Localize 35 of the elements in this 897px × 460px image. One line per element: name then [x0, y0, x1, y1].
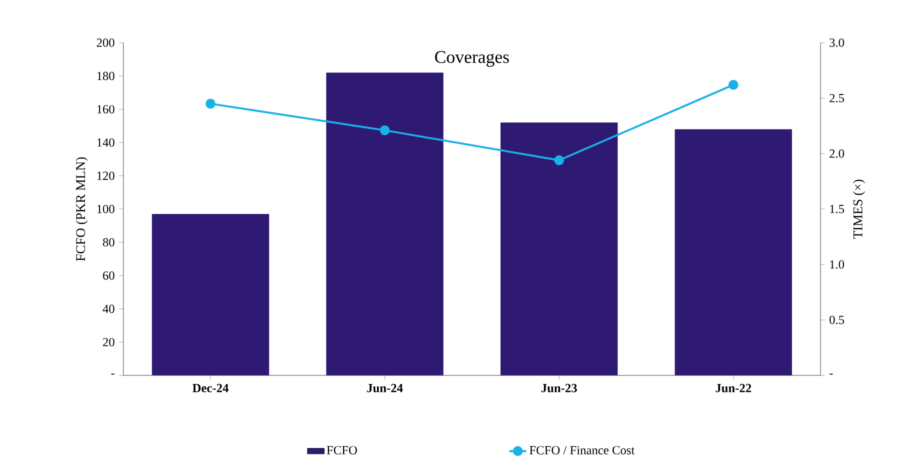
y2-tick-label: 1.0 [830, 260, 844, 269]
bar [500, 122, 618, 376]
y-tick-label: 80 [102, 238, 114, 246]
y-tick-label: 200 [96, 38, 114, 47]
y2-tick-label: 3.0 [830, 38, 844, 47]
y-tick-label: 40 [102, 304, 114, 313]
y2-tick-label: 0.5 [830, 316, 844, 324]
y2-tick-label: - [830, 374, 833, 375]
bar [326, 72, 444, 376]
y2-axis-title: TIMES (×) [852, 180, 866, 239]
x-tick-label: Jun-24 [367, 384, 403, 392]
legend-label: FCFO [326, 446, 357, 454]
y2-tick-label: 2.0 [830, 149, 844, 158]
y-tick-label: 120 [97, 172, 114, 180]
bar [152, 214, 270, 376]
point [380, 125, 390, 136]
y-axis-title: FCFO (PKR MLN) [76, 157, 88, 261]
y-tick-label: 60 [102, 271, 114, 280]
y2-tick-label: 1.5 [830, 204, 844, 214]
y-tick-label: 160 [97, 105, 114, 114]
y-tick-label: - [111, 374, 114, 375]
y-tick-label: 100 [97, 204, 114, 214]
legend-label: FCFO / Finance Cost [530, 446, 635, 454]
y-tick-label: 140 [97, 138, 114, 147]
x-tick-label: Jun-22 [716, 384, 752, 392]
point [206, 98, 216, 109]
bar [674, 129, 792, 376]
point [728, 80, 738, 90]
chart-title: Coverages [435, 51, 509, 67]
x-tick-label: Jun-23 [541, 384, 577, 392]
y-tick-label: 180 [97, 72, 114, 80]
point [554, 155, 564, 166]
y-tick-label: 20 [103, 338, 114, 346]
y2-tick-label: 2.5 [830, 94, 844, 102]
x-tick-label: Dec-24 [192, 384, 228, 392]
